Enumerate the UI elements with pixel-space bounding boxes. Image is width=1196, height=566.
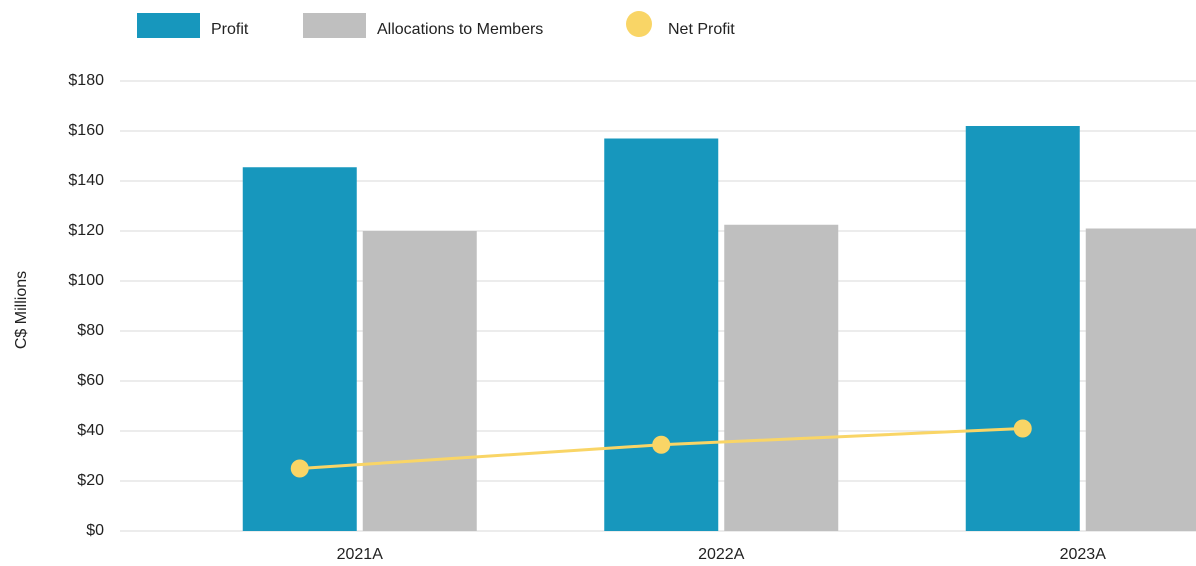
y-tick-label: $100 [68, 272, 104, 289]
plot [120, 80, 1196, 532]
legend: Profit Allocations to Members Net Profit [137, 11, 735, 38]
legend-swatch [137, 13, 200, 38]
y-axis-label: C$ Millions [13, 271, 30, 349]
bar [362, 231, 477, 531]
legend-label: Allocations to Members [377, 21, 543, 38]
bar [965, 126, 1080, 531]
y-tick-label: $40 [77, 422, 104, 439]
bar [724, 224, 839, 531]
y-tick-label: $120 [68, 222, 104, 239]
y-tick-label: $180 [68, 72, 104, 89]
y-tick-label: $0 [86, 522, 104, 539]
y-tick-label: $20 [77, 472, 104, 489]
legend-swatch [303, 13, 366, 38]
y-tick-label: $140 [68, 172, 104, 189]
legend-label: Profit [211, 21, 249, 38]
y-tick-label: $60 [77, 372, 104, 389]
legend-swatch [626, 11, 652, 37]
x-tick-label: 2022A [698, 546, 745, 563]
point [290, 459, 309, 478]
bar [1085, 228, 1196, 531]
point [652, 435, 671, 454]
x-tick-label: 2021A [337, 546, 384, 563]
y-tick-label: $160 [68, 122, 104, 139]
point [1013, 419, 1032, 438]
x-tick-label: 2023A [1060, 546, 1107, 563]
legend-label: Net Profit [668, 21, 735, 38]
y-tick-label: $80 [77, 322, 104, 339]
bar [604, 138, 719, 531]
